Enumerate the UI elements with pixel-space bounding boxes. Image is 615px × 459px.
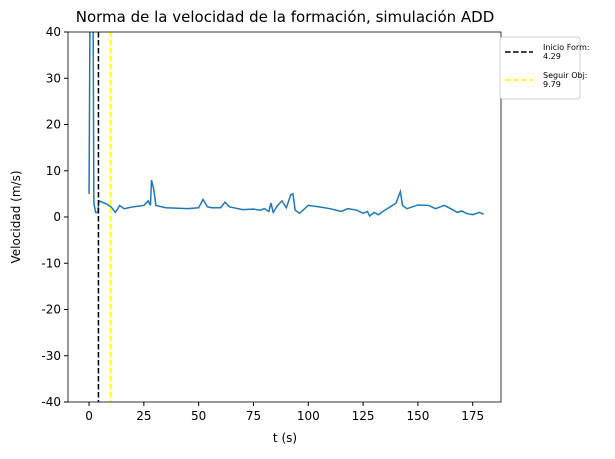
data-line <box>88 32 484 218</box>
y-tick-label: -10 <box>41 256 61 270</box>
chart-title: Norma de la velocidad de la formación, s… <box>76 8 495 26</box>
y-tick-label: 40 <box>46 25 61 39</box>
x-tick-label: 100 <box>297 409 320 423</box>
y-tick-label: 20 <box>46 118 61 132</box>
x-tick-label: 150 <box>406 409 429 423</box>
x-tick-label: 25 <box>136 409 151 423</box>
x-tick-label: 125 <box>352 409 375 423</box>
legend-box <box>499 36 581 100</box>
y-tick-label: -40 <box>41 395 61 409</box>
y-tick-label: 30 <box>46 71 61 85</box>
y-tick-label: -30 <box>41 349 61 363</box>
y-tick-label: 10 <box>46 164 61 178</box>
x-tick-label: 0 <box>85 409 93 423</box>
y-axis-label: Velocidad (m/s) <box>9 170 23 263</box>
x-tick-label: 50 <box>191 409 206 423</box>
x-axis-label: t (s) <box>273 431 297 445</box>
plot-area <box>88 32 484 402</box>
legend-label: Inicio Form: <box>543 43 590 52</box>
y-tick-label: -20 <box>41 303 61 317</box>
x-tick-label: 75 <box>246 409 261 423</box>
legend-value: 9.79 <box>543 80 561 89</box>
legend-label: Seguir Obj: <box>543 71 588 80</box>
x-tick-label: 175 <box>461 409 484 423</box>
legend-value: 4.29 <box>543 52 561 61</box>
y-tick-label: 0 <box>53 210 61 224</box>
axes-frame <box>67 31 502 403</box>
